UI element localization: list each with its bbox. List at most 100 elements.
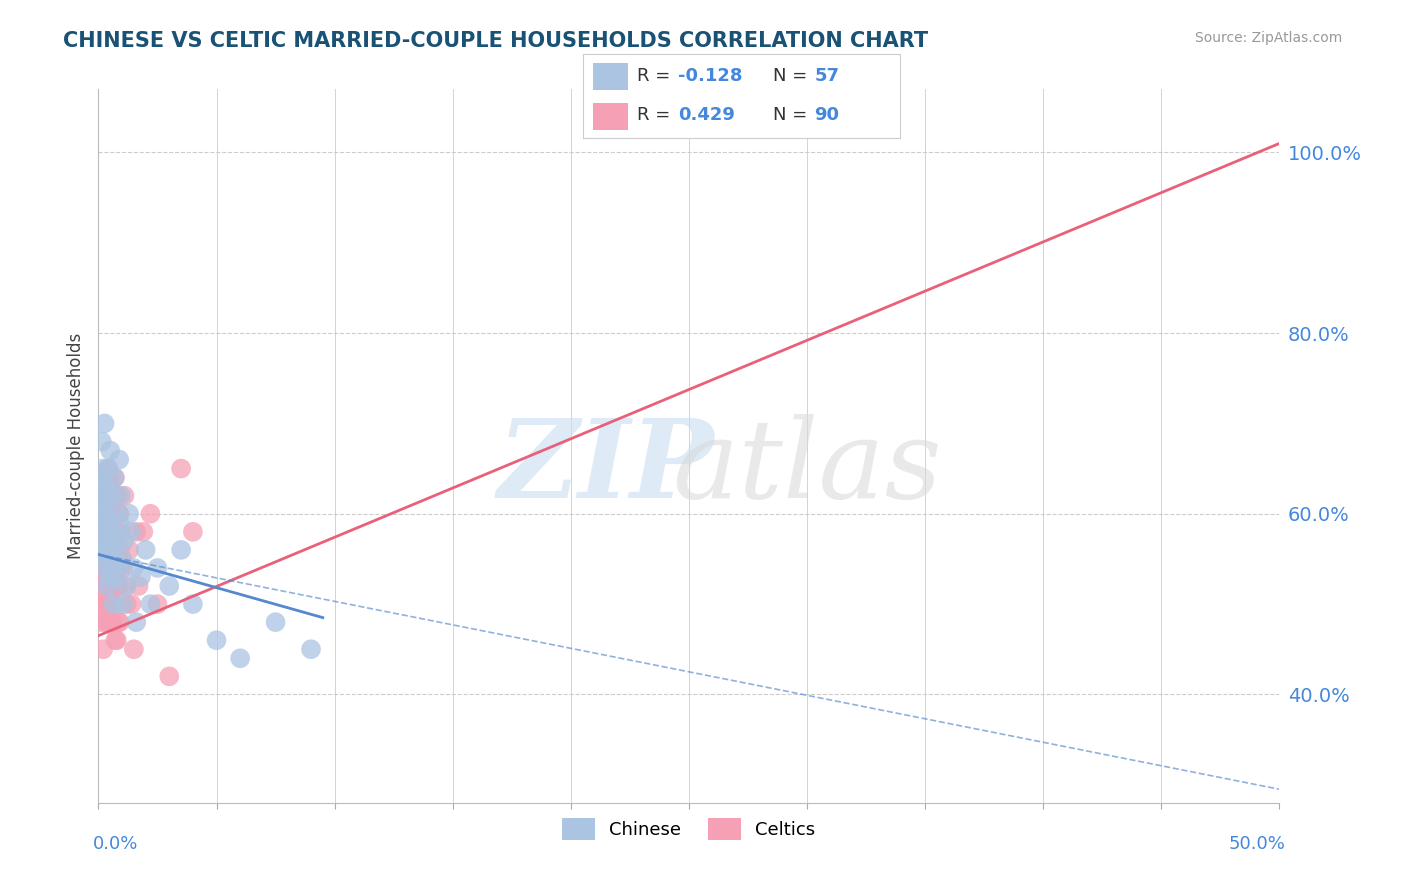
Point [104,633,127,648]
Point [100,542,122,557]
Point [101,542,124,557]
Point [115,597,138,611]
Point [94,542,117,557]
Point [94,542,117,557]
FancyBboxPatch shape [593,103,627,130]
Point [108,507,131,521]
Point [108,615,131,629]
Point [157,579,180,593]
Point [90,579,112,593]
Point [91,542,114,557]
Text: N =: N = [773,67,813,85]
Point [89,498,111,512]
Point [96,552,118,566]
Point [89,597,111,611]
Point [108,452,131,467]
Point [105,561,128,575]
Point [101,615,124,629]
Point [97,461,120,475]
Point [101,507,124,521]
Point [97,516,120,530]
Point [96,579,118,593]
Point [93,561,115,575]
Point [93,417,115,431]
FancyBboxPatch shape [593,62,627,90]
Point [118,507,141,521]
Point [146,561,169,575]
Point [91,642,114,657]
Point [122,642,145,657]
Text: ZIP: ZIP [498,414,714,521]
Point [90,615,112,629]
Point [91,480,114,494]
Point [110,524,132,539]
Point [93,533,115,548]
Point [98,570,121,584]
Point [91,579,114,593]
Text: 57: 57 [814,67,839,85]
Point [105,579,128,593]
Y-axis label: Married-couple Households: Married-couple Households [66,333,84,559]
Point [264,615,287,629]
Point [90,507,112,521]
Point [94,615,117,629]
Point [98,480,121,494]
Point [98,470,121,484]
Point [107,542,129,557]
Point [104,561,127,575]
Point [112,561,135,575]
Point [100,489,122,503]
Point [97,507,120,521]
Point [98,507,121,521]
Point [94,480,117,494]
Point [101,597,124,611]
Point [112,597,135,611]
Point [118,542,141,557]
Point [100,615,122,629]
Point [98,561,121,575]
Point [98,524,121,539]
Point [107,615,129,629]
Point [104,489,127,503]
Point [170,542,193,557]
Point [125,524,148,539]
Point [97,542,120,557]
Text: Source: ZipAtlas.com: Source: ZipAtlas.com [1195,31,1343,45]
Point [181,524,204,539]
Text: R =: R = [637,106,676,124]
Text: atlas: atlas [672,414,942,521]
Point [129,570,152,584]
Point [111,552,134,566]
Point [170,461,193,475]
Point [94,470,117,484]
Point [97,561,120,575]
Point [103,470,125,484]
Point [90,434,112,449]
Point [125,615,148,629]
Point [91,470,114,484]
Point [93,516,115,530]
Point [89,489,111,503]
Point [107,561,129,575]
Point [107,579,129,593]
Point [94,489,117,503]
Point [115,579,138,593]
Point [132,524,155,539]
Point [100,552,122,566]
Text: R =: R = [637,67,676,85]
Point [108,516,131,530]
Point [105,570,128,584]
Point [89,542,111,557]
Point [181,597,204,611]
Point [103,524,125,539]
Point [90,489,112,503]
Text: CHINESE VS CELTIC MARRIED-COUPLE HOUSEHOLDS CORRELATION CHART: CHINESE VS CELTIC MARRIED-COUPLE HOUSEHO… [63,31,928,51]
Point [108,507,131,521]
Point [91,524,114,539]
Point [89,552,111,566]
Point [128,579,150,593]
Point [104,507,127,521]
Point [108,561,131,575]
Point [139,597,162,611]
Point [101,489,124,503]
